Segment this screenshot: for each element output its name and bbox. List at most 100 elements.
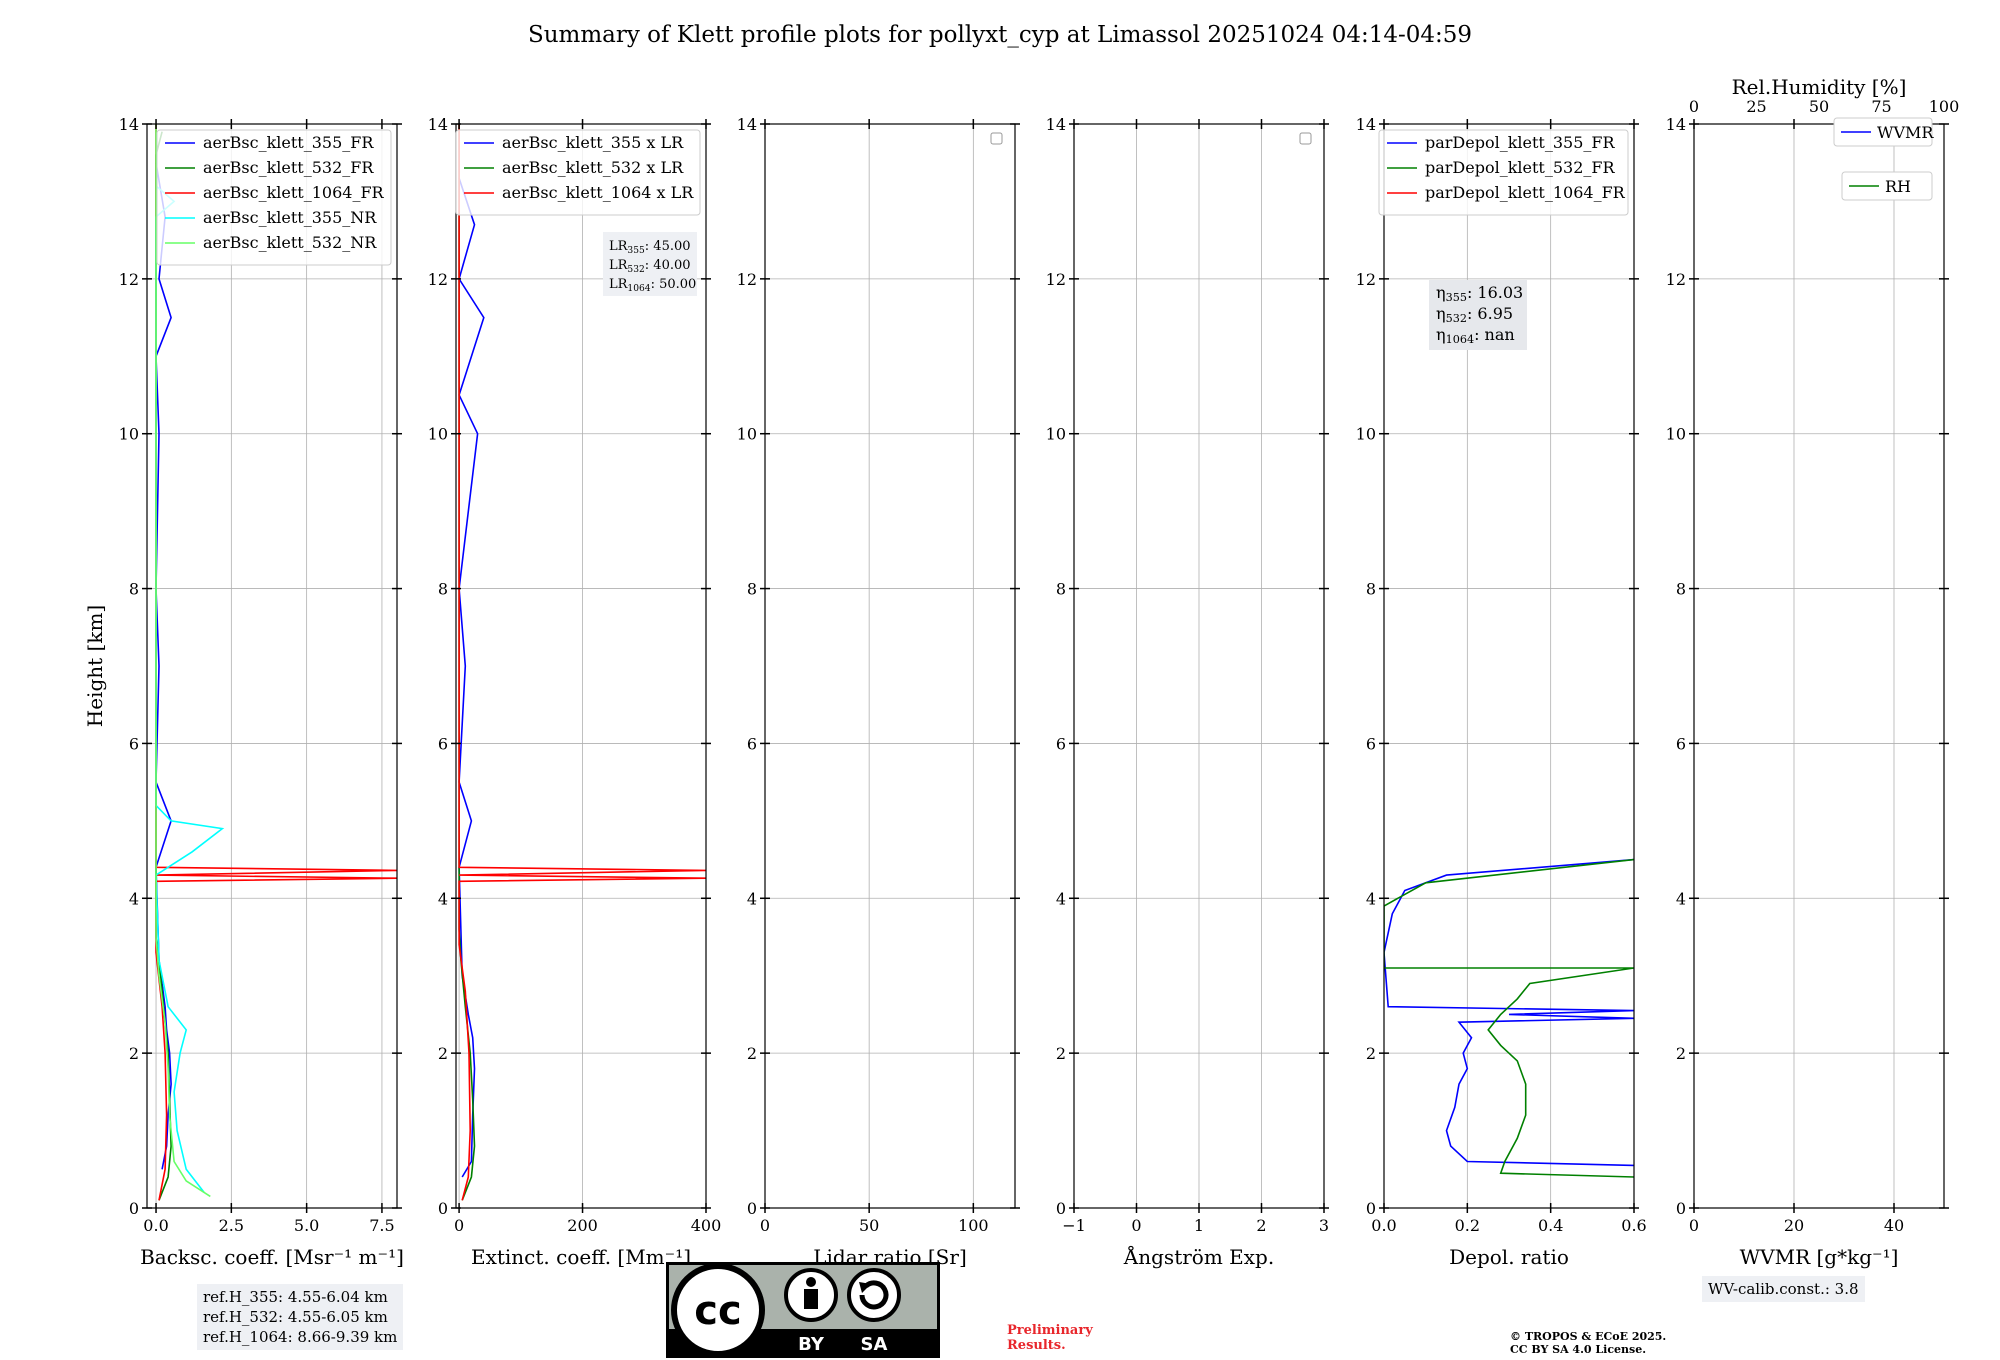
series-line-parDepol_klett_532_FR <box>1384 858 1634 1178</box>
annotation-box: LR355: 45.00 LR532: 40.00 LR1064: 50.00 <box>603 232 697 296</box>
y-axis-label: Height [km] <box>83 605 107 727</box>
ref-heights-box: ref.H_355: 4.55-6.04 km ref.H_532: 4.55-… <box>197 1284 404 1350</box>
sa-share-icon <box>847 1268 901 1322</box>
x-axis-label: Depol. ratio <box>1449 1245 1569 1269</box>
xtick-label: 2 <box>1256 1216 1266 1235</box>
top-xtick-label: 25 <box>1746 97 1766 116</box>
ytick-label: 10 <box>1356 425 1376 444</box>
x-axis-label: WVMR [g*kg⁻¹] <box>1740 1245 1899 1269</box>
ref-height-532: ref.H_532: 4.55-6.05 km <box>203 1308 388 1326</box>
copyright-line-1: © TROPOS & ECoE 2025. <box>1510 1330 1667 1343</box>
ytick-label: 0 <box>438 1199 448 1218</box>
ytick-label: 6 <box>1676 734 1686 753</box>
legend-label: aerBsc_klett_355_NR <box>203 208 377 227</box>
ytick-label: 14 <box>1356 115 1376 134</box>
legend-label: aerBsc_klett_532_FR <box>203 158 374 177</box>
ytick-label: 6 <box>747 734 757 753</box>
legend-label: aerBsc_klett_355 x LR <box>502 133 684 152</box>
ytick-label: 12 <box>737 270 757 289</box>
series-line-aerBsc_klett_532_NR <box>155 124 211 1198</box>
empty-legend-box <box>990 132 1003 145</box>
ytick-label: 6 <box>129 734 139 753</box>
xtick-label: 0 <box>1131 1216 1141 1235</box>
xtick-label: 5.0 <box>294 1216 319 1235</box>
ytick-label: 8 <box>1676 580 1686 599</box>
annotation-text: η1064: nan <box>1436 325 1515 346</box>
ytick-label: 8 <box>1056 580 1066 599</box>
legend-box-rh: RH <box>1841 171 1933 201</box>
ytick-label: 6 <box>1366 734 1376 753</box>
xtick-label: 0.0 <box>1371 1216 1396 1235</box>
copyright-line-2: CC BY SA 4.0 License. <box>1510 1343 1647 1356</box>
xtick-label: 0 <box>760 1216 770 1235</box>
legend-label: parDepol_klett_355_FR <box>1425 133 1616 152</box>
cc-logo-text: cc <box>694 1288 741 1334</box>
ytick-label: 0 <box>129 1199 139 1218</box>
xtick-label: 40 <box>1884 1216 1904 1235</box>
ytick-label: 12 <box>1046 270 1066 289</box>
xtick-label: 0.2 <box>1455 1216 1480 1235</box>
annotation-frame <box>603 232 697 296</box>
preliminary-line-1: Preliminary <box>1007 1323 1093 1338</box>
x-axis-label: Ångström Exp. <box>1123 1244 1274 1269</box>
legend-label: parDepol_klett_532_FR <box>1425 158 1616 177</box>
ytick-label: 14 <box>428 115 448 134</box>
ytick-label: 14 <box>737 115 757 134</box>
ytick-label: 0 <box>1366 1199 1376 1218</box>
xtick-label: 100 <box>958 1216 989 1235</box>
ytick-label: 10 <box>428 425 448 444</box>
ytick-label: 4 <box>1366 889 1376 908</box>
series-line-aerBsc_klett_1064 x LR <box>458 124 706 1201</box>
ytick-label: 2 <box>129 1044 139 1063</box>
figure-title: Summary of Klett profile plots for polly… <box>527 22 1473 48</box>
cc-license-badge: cc BY SA <box>666 1262 940 1358</box>
ytick-label: 2 <box>747 1044 757 1063</box>
annotation-text: η532: 6.95 <box>1436 304 1513 325</box>
legend-frame <box>455 129 701 216</box>
ytick-label: 14 <box>119 115 139 134</box>
top-xtick-label: 0 <box>1689 97 1699 116</box>
ytick-label: 2 <box>1366 1044 1376 1063</box>
ytick-label: 2 <box>438 1044 448 1063</box>
ytick-label: 10 <box>1666 425 1686 444</box>
ytick-label: 8 <box>747 580 757 599</box>
legend-frame <box>1841 171 1933 201</box>
legend-box-wvmr: WVMR <box>1833 117 1934 147</box>
legend-label: aerBsc_klett_532_NR <box>203 233 377 252</box>
xtick-label: 2.5 <box>219 1216 244 1235</box>
legend-label: WVMR <box>1877 123 1934 142</box>
ytick-label: 2 <box>1676 1044 1686 1063</box>
panel-depol: 0 2 4 6 8 10 12 14 0.0 0.2 0.4 0.6 Depol. ratio parDe… <box>1356 115 1647 1269</box>
legend-label: parDepol_klett_1064_FR <box>1425 183 1626 202</box>
ytick-label: 10 <box>1046 425 1066 444</box>
top-xtick-label: 75 <box>1871 97 1891 116</box>
top-x-axis-label: Rel.Humidity [%] <box>1732 75 1907 99</box>
series-line-aerBsc_klett_355 x LR <box>458 177 485 1178</box>
ytick-label: 8 <box>438 580 448 599</box>
legend-label: aerBsc_klett_1064_FR <box>203 183 385 202</box>
ytick-label: 4 <box>1056 889 1066 908</box>
ytick-label: 14 <box>1666 115 1686 134</box>
ytick-label: 8 <box>129 580 139 599</box>
top-xtick-label: 100 <box>1929 97 1960 116</box>
axes-frame <box>1693 123 1945 1209</box>
legend-label: aerBsc_klett_532 x LR <box>502 158 684 177</box>
xtick-label: 0 <box>1689 1216 1699 1235</box>
ytick-label: 10 <box>119 425 139 444</box>
axes-frame <box>146 123 398 1209</box>
xtick-label: 3 <box>1319 1216 1329 1235</box>
ytick-label: 6 <box>438 734 448 753</box>
x-axis-label: Extinct. coeff. [Mm⁻¹] <box>471 1245 691 1269</box>
license-sa-label: SA <box>861 1334 888 1355</box>
legend-frame <box>1378 129 1629 216</box>
ytick-label: 8 <box>1366 580 1376 599</box>
legend-label: RH <box>1885 177 1911 196</box>
ytick-label: 4 <box>129 889 139 908</box>
legend: parDepol_klett_355_FR parDepol_klett_532_… <box>1378 129 1629 216</box>
ytick-label: 0 <box>1676 1199 1686 1218</box>
